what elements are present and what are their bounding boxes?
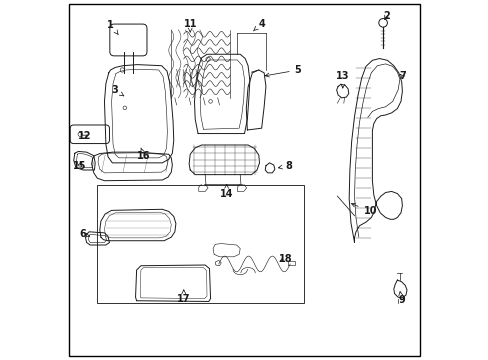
Text: 11: 11 (183, 18, 197, 32)
Text: 8: 8 (278, 161, 292, 171)
Text: 3: 3 (112, 85, 123, 96)
Text: 6: 6 (80, 229, 89, 239)
Text: 4: 4 (253, 18, 264, 31)
Text: 10: 10 (351, 203, 376, 216)
Bar (97, 185, 303, 303)
Text: 14: 14 (220, 184, 233, 199)
Text: 17: 17 (177, 290, 190, 303)
Text: 15: 15 (73, 161, 86, 171)
Text: 13: 13 (336, 71, 349, 88)
Text: 5: 5 (264, 65, 301, 77)
Text: 16: 16 (137, 148, 150, 161)
Text: 12: 12 (78, 131, 91, 141)
Text: 18: 18 (278, 253, 292, 264)
Text: 1: 1 (107, 19, 118, 35)
Text: 7: 7 (398, 71, 405, 81)
Text: 2: 2 (383, 11, 389, 21)
Text: 9: 9 (398, 292, 404, 305)
